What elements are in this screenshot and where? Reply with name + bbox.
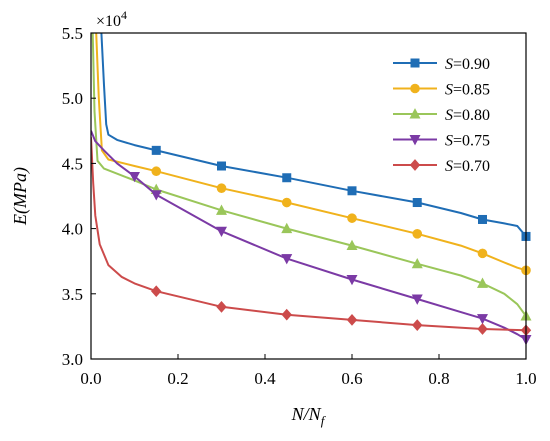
legend-label-1: S=0.85 xyxy=(445,82,490,99)
series-point-0 xyxy=(282,173,292,183)
legend-label-4: S=0.70 xyxy=(445,158,490,175)
y-tick-label: 5.5 xyxy=(62,24,83,43)
y-axis-label: E(MPa) xyxy=(10,167,31,226)
series-point-2 xyxy=(477,277,488,288)
x-tick-label: 0.8 xyxy=(428,369,449,388)
legend-label-value: =0.90 xyxy=(453,56,490,73)
plot-frame xyxy=(90,32,527,360)
series-point-2 xyxy=(216,204,227,215)
legend-label-var: S xyxy=(445,133,453,150)
y-tick-label: 3.5 xyxy=(62,285,83,304)
series-point-4 xyxy=(477,323,488,335)
legend: S=0.90S=0.85S=0.80S=0.75S=0.70 xyxy=(393,56,490,175)
legend-marker-3 xyxy=(409,135,421,146)
x-axis-label-sub: f xyxy=(321,413,327,428)
y-tick-label: 5.0 xyxy=(62,89,83,108)
series-point-4 xyxy=(151,285,162,298)
series-point-4 xyxy=(216,300,227,313)
series-point-3 xyxy=(281,254,293,265)
x-tick-label: 0.4 xyxy=(254,369,276,388)
y-multiplier-exp: 4 xyxy=(121,8,127,22)
legend-label-var: S xyxy=(445,82,453,99)
y-tick-label: 4.0 xyxy=(62,220,83,239)
series-point-3 xyxy=(477,314,488,325)
series-line-0 xyxy=(100,33,526,238)
legend-label-var: S xyxy=(445,107,453,124)
y-tick-label: 3.0 xyxy=(62,350,83,369)
series-point-0 xyxy=(347,186,357,196)
series-point-4 xyxy=(346,314,358,326)
series-point-3 xyxy=(346,274,358,286)
series-point-2 xyxy=(346,239,358,251)
series-point-2 xyxy=(281,222,293,234)
series-point-0 xyxy=(217,161,227,171)
legend-label-value: =0.80 xyxy=(453,107,490,124)
y-multiplier-base: ×10 xyxy=(96,13,121,30)
series-point-3 xyxy=(411,294,423,305)
series-point-1 xyxy=(412,229,423,239)
series-point-0 xyxy=(477,214,487,224)
x-axis-label-main: N/N xyxy=(291,404,322,424)
series-point-1 xyxy=(216,183,227,193)
series-point-2 xyxy=(411,257,423,269)
series-point-4 xyxy=(412,319,423,331)
series-point-1 xyxy=(477,248,488,259)
y-multiplier: ×104 xyxy=(96,8,127,30)
y-axis-label-text: E(MPa) xyxy=(10,167,31,226)
legend-marker-1 xyxy=(410,83,420,94)
legend-label-2: S=0.80 xyxy=(445,107,490,124)
legend-label-var: S xyxy=(445,158,453,175)
series-point-3 xyxy=(150,190,162,201)
legend-marker-4 xyxy=(409,159,421,171)
series-point-3 xyxy=(129,171,140,183)
series-point-4 xyxy=(281,308,292,321)
x-tick-label: 0.6 xyxy=(341,369,362,388)
legend-label-value: =0.85 xyxy=(453,82,490,99)
series-point-0 xyxy=(151,145,161,155)
series-point-1 xyxy=(347,213,357,223)
series-point-1 xyxy=(281,197,292,208)
series-point-3 xyxy=(216,226,227,238)
legend-label-var: S xyxy=(445,56,453,73)
legend-label-value: =0.70 xyxy=(453,158,490,175)
series-line-4 xyxy=(91,137,526,332)
x-tick-label: 0.2 xyxy=(167,369,188,388)
x-axis-label: N/Nf xyxy=(291,404,327,428)
y-axis: 3.0 3.5 4.0 4.5 5.0 5.5 xyxy=(62,24,96,369)
legend-marker-2 xyxy=(409,108,421,119)
x-tick-label: 0.0 xyxy=(80,369,101,388)
legend-label-3: S=0.75 xyxy=(445,133,490,150)
x-axis: 0.0 0.2 0.4 0.6 0.8 1.0 xyxy=(80,354,537,388)
x-tick-label: 1.0 xyxy=(515,369,536,388)
series-point-0 xyxy=(412,198,422,208)
marker-layer xyxy=(129,145,532,346)
legend-label-value: =0.75 xyxy=(453,133,490,150)
legend-label-0: S=0.90 xyxy=(445,56,490,73)
series-point-1 xyxy=(151,166,162,177)
y-tick-label: 4.5 xyxy=(62,154,83,173)
legend-marker-0 xyxy=(410,58,420,68)
